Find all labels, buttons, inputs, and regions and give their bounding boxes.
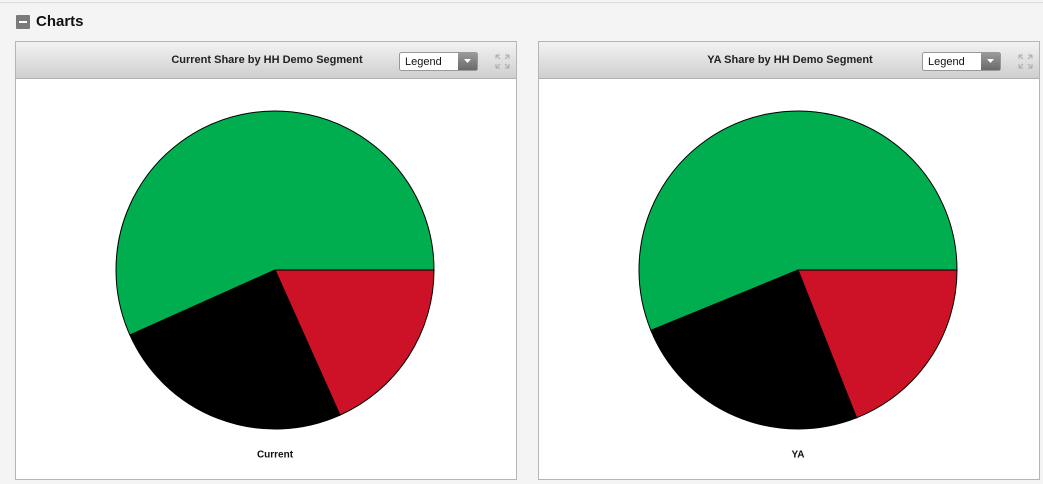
- expand-button[interactable]: [495, 54, 510, 69]
- dropdown-text: Legend: [405, 56, 442, 68]
- pie-slice: [797, 269, 958, 419]
- chart-title: YA Share by HH Demo Segment: [707, 54, 873, 66]
- chart-title: Current Share by HH Demo Segment: [171, 54, 363, 66]
- collapse-button[interactable]: [16, 15, 30, 29]
- legend-dropdown[interactable]: Legend: [399, 52, 478, 71]
- pie-slice: [274, 269, 435, 416]
- legend-dropdown[interactable]: Legend: [922, 52, 1001, 71]
- section-title: Charts: [36, 13, 84, 30]
- expand-icon: [495, 54, 510, 69]
- dropdown-text: Legend: [928, 56, 965, 68]
- pie-slice: [115, 110, 435, 336]
- pie-label: Current: [257, 450, 294, 461]
- dropdown-arrow: [987, 59, 994, 63]
- pie-slice: [129, 269, 341, 430]
- expand-button[interactable]: [1018, 54, 1033, 69]
- dropdown-arrow: [464, 59, 471, 63]
- pie-label: YA: [792, 450, 805, 461]
- pie-slice: [638, 110, 958, 332]
- expand-icon: [1018, 54, 1033, 69]
